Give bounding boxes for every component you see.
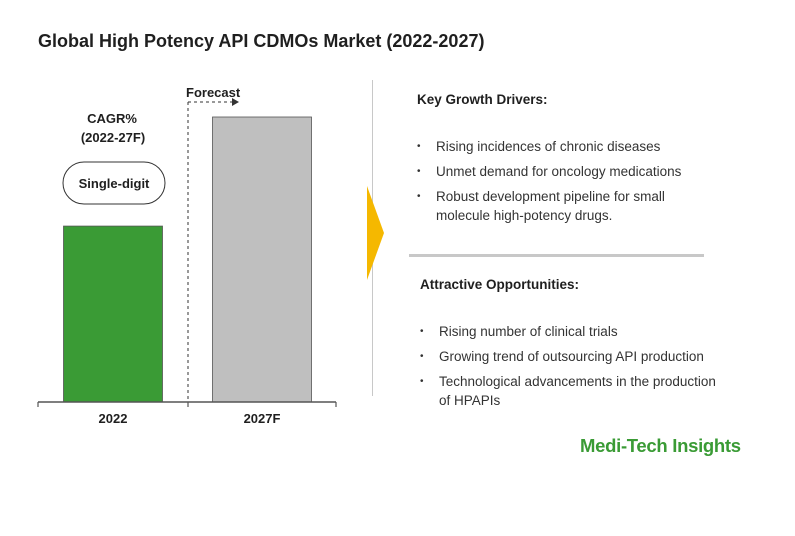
- list-item: Growing trend of outsourcing API product…: [420, 347, 720, 366]
- cagr-value: Single-digit: [79, 176, 150, 191]
- page-title: Global High Potency API CDMOs Market (20…: [38, 31, 485, 51]
- opportunities-title: Attractive Opportunities:: [420, 277, 580, 292]
- list-item: Technological advancements in the produc…: [420, 372, 720, 410]
- x-tick-label: 2022: [99, 411, 128, 426]
- drivers-list: Rising incidences of chronic diseases Un…: [417, 137, 697, 231]
- drivers-title: Key Growth Drivers:: [417, 92, 548, 107]
- list-item: Rising number of clinical trials: [420, 322, 720, 341]
- list-item: Robust development pipeline for small mo…: [417, 187, 697, 225]
- forecast-label: Forecast: [186, 85, 241, 100]
- forecast-arrow-head: [232, 98, 239, 106]
- cagr-period: (2022-27F): [81, 130, 145, 145]
- x-tick-label: 2027F: [244, 411, 281, 426]
- cagr-label: CAGR%: [87, 111, 137, 126]
- bar-2022: [63, 225, 163, 403]
- list-item: Rising incidences of chronic diseases: [417, 137, 697, 156]
- bar-chart: Forecast CAGR% (2022-27F) Single-digit 2…: [37, 85, 337, 426]
- horizontal-divider: [409, 254, 704, 257]
- list-item: Unmet demand for oncology medications: [417, 162, 697, 181]
- chevron-right-icon: [367, 186, 384, 280]
- brand-logo: Medi-Tech Insights: [580, 435, 741, 456]
- opportunities-list: Rising number of clinical trials Growing…: [420, 322, 720, 416]
- bar-2027F: [212, 116, 312, 403]
- cagr-badge: [62, 161, 166, 205]
